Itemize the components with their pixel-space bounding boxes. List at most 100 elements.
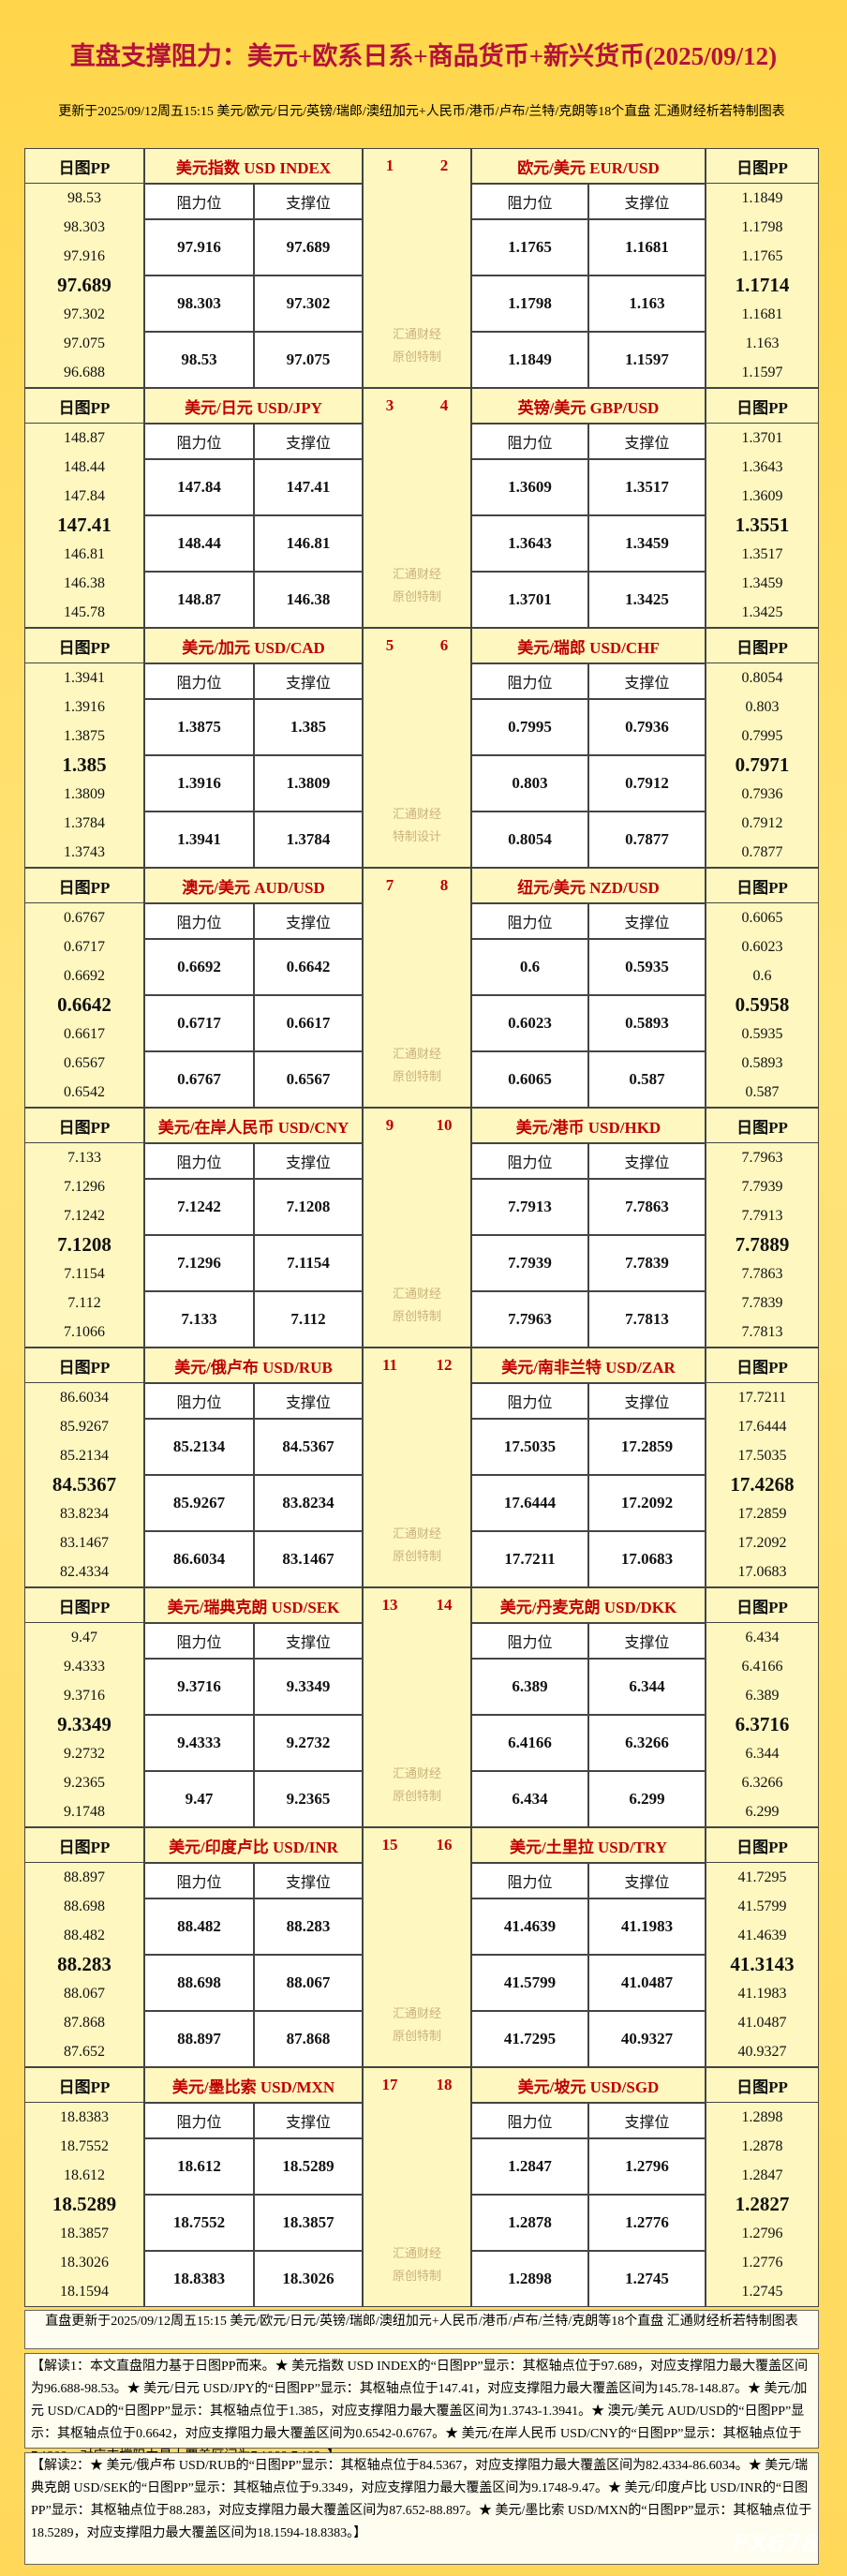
pp-header: 日图PP: [24, 1827, 144, 1863]
pp-column: [24, 1348, 144, 1587]
watermark: 汇通财经: [392, 806, 441, 821]
pp-value: 0.6617: [64, 1026, 105, 1043]
pp-header: 日图PP: [706, 148, 819, 184]
pp-value: 97.689: [57, 274, 111, 297]
middle-column: [363, 628, 471, 868]
pp-value: 1.163: [745, 335, 780, 352]
pp-value: 1.3701: [741, 429, 783, 446]
level-value: 88.283: [254, 1898, 363, 1955]
pp-header: 日图PP: [24, 628, 144, 663]
level-value: 7.1154: [254, 1235, 363, 1291]
pp-value: 145.78: [64, 604, 105, 621]
pp-value: 1.2796: [741, 2226, 783, 2242]
pp-value: 18.3857: [60, 2226, 109, 2242]
title: 直盘支撑阻力：美元+欧系日系+商品货币+新兴货币(2025/09/12): [69, 42, 778, 70]
pp-header: 日图PP: [24, 2067, 144, 2103]
pp-value: 17.5035: [737, 1447, 787, 1464]
level-value: 0.6692: [144, 939, 254, 995]
pp-value: 6.344: [745, 1746, 780, 1763]
level-value: 97.916: [144, 219, 254, 275]
column-header: 阻力位: [471, 1383, 588, 1419]
pp-value: 0.803: [745, 698, 780, 715]
pp-column: [24, 148, 144, 388]
pp-value: 17.2092: [737, 1535, 787, 1552]
column-header: 阻力位: [471, 1863, 588, 1898]
level-value: 0.7995: [471, 699, 588, 755]
pp-column: [706, 1108, 819, 1348]
pp-value: 1.3941: [64, 669, 105, 686]
pair-number: 9: [385, 1116, 394, 1134]
level-value: 1.1765: [471, 219, 588, 275]
pp-value: 7.7813: [741, 1324, 783, 1341]
middle-column: [363, 2067, 471, 2307]
level-value: 0.6023: [471, 995, 588, 1051]
pp-value: 18.5289: [52, 2193, 117, 2216]
pp-value: 0.7936: [741, 786, 783, 803]
pp-value: 1.1714: [735, 274, 790, 297]
pp-value: 17.4268: [730, 1473, 795, 1496]
level-value: 7.1242: [144, 1179, 254, 1235]
level-value: 7.7963: [471, 1291, 588, 1348]
watermark: 原创特制: [392, 1788, 441, 1803]
pair-number: 2: [439, 156, 449, 174]
level-value: 97.302: [254, 275, 363, 332]
level-value: 17.2859: [588, 1419, 706, 1475]
level-value: 1.2796: [588, 2138, 706, 2195]
pp-column: [24, 388, 144, 628]
level-value: 1.1798: [471, 275, 588, 332]
column-header: 支撑位: [588, 1623, 706, 1659]
pair-number: 3: [385, 396, 394, 414]
pp-value: 7.7963: [741, 1149, 783, 1166]
pp-column: [24, 868, 144, 1108]
column-header: 支撑位: [588, 903, 706, 939]
note: 【解读1：本文直盘阻力基于日图PP而来。★ 美元指数 USD INDEX的“日图…: [24, 2353, 819, 2464]
level-value: 0.6: [471, 939, 588, 995]
level-value: 17.0683: [588, 1531, 706, 1587]
level-value: 6.3266: [588, 1715, 706, 1771]
pp-value: 41.4639: [737, 1927, 787, 1943]
level-value: 1.163: [588, 275, 706, 332]
pair-header: 美元/瑞郎 USD/CHF: [471, 628, 706, 663]
pp-value: 1.3517: [741, 546, 783, 563]
pair-header: 美元/在岸人民币 USD/CNY: [144, 1108, 363, 1143]
pp-value: 1.3809: [64, 786, 105, 803]
middle-column: [363, 1587, 471, 1827]
column-header: 支撑位: [254, 1863, 363, 1898]
pair-number: 17: [381, 2076, 398, 2093]
level-value: 1.3809: [254, 755, 363, 812]
watermark: 原创特制: [392, 588, 441, 603]
level-value: 88.897: [144, 2011, 254, 2067]
pp-value: 9.2732: [64, 1746, 105, 1763]
pp-value: 0.6692: [64, 967, 105, 984]
pp-header: 日图PP: [24, 868, 144, 903]
watermark: 原创特制: [392, 2028, 441, 2043]
level-value: 0.5893: [588, 995, 706, 1051]
pp-value: 88.698: [64, 1898, 105, 1914]
level-value: 98.53: [144, 332, 254, 388]
pp-value: 17.2859: [737, 1506, 787, 1523]
column-header: 支撑位: [588, 184, 706, 219]
pp-value: 17.6444: [737, 1418, 787, 1435]
pp-column: [706, 1587, 819, 1827]
pair-number: 15: [381, 1836, 398, 1854]
pp-value: 40.9327: [737, 2044, 787, 2061]
pp-value: 0.6065: [741, 909, 783, 926]
pp-value: 0.6767: [64, 909, 105, 926]
level-value: 148.44: [144, 515, 254, 572]
pair-number: 5: [385, 636, 394, 654]
pp-value: 88.067: [64, 1986, 105, 2003]
level-value: 85.9267: [144, 1475, 254, 1531]
pp-value: 17.7211: [737, 1389, 787, 1406]
level-value: 1.3517: [588, 459, 706, 515]
level-value: 1.2776: [588, 2195, 706, 2251]
pp-value: 85.9267: [60, 1418, 109, 1435]
pp-value: 1.1798: [741, 218, 783, 235]
level-value: 7.7839: [588, 1235, 706, 1291]
pp-value: 97.302: [64, 306, 105, 323]
pp-value: 7.1154: [64, 1266, 105, 1283]
pp-value: 41.5799: [737, 1898, 787, 1914]
level-value: 40.9327: [588, 2011, 706, 2067]
level-value: 9.3716: [144, 1659, 254, 1715]
pair-number: 4: [439, 396, 449, 414]
pair-header: 澳元/美元 AUD/USD: [144, 868, 363, 903]
